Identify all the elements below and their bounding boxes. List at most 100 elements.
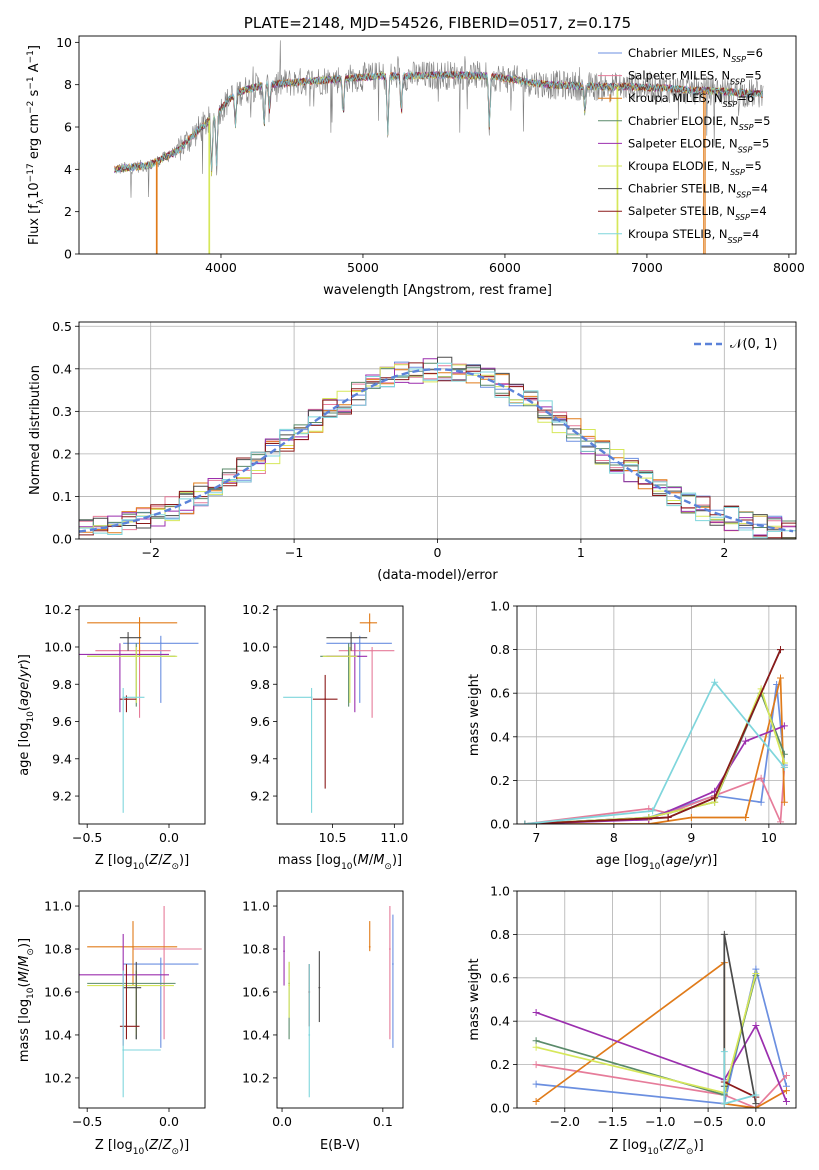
y-tick-label: 0.6 xyxy=(490,970,510,985)
masked-region xyxy=(155,161,158,254)
weight-marker-salpeter_miles xyxy=(782,1071,790,1079)
weight-line-kroupa_elodie xyxy=(535,973,757,1094)
x-tick-label: 2 xyxy=(720,545,728,560)
point-kroupa_miles xyxy=(368,945,371,948)
weight-marker-salpeter_stelib xyxy=(664,813,672,821)
point-kroupa_miles xyxy=(368,621,371,624)
y-tick-label: 0.4 xyxy=(490,1014,510,1029)
point-chabrier_stelib xyxy=(318,986,321,989)
weight-line-kroupa_miles xyxy=(535,960,787,1108)
spectrum-plot-area xyxy=(114,40,764,254)
point-salpeter_miles xyxy=(163,948,165,950)
weight-marker-salpeter_stelib xyxy=(777,646,784,654)
masked-region xyxy=(208,120,211,254)
weight-marker-chabrier_miles xyxy=(532,1080,540,1088)
y-tick-label: 9.4 xyxy=(250,751,270,766)
x-tick-label: −1.5 xyxy=(597,1114,627,1129)
x-tick-label: 11.0 xyxy=(380,830,408,845)
y-tick-label: 0.4 xyxy=(490,729,510,744)
point-chabrier_miles xyxy=(159,963,162,965)
legend-label: Kroupa STELIB, NSSP=4 xyxy=(628,227,759,245)
point-salpeter_elodie xyxy=(283,950,285,953)
age_vs_Z-axes: −0.5 0.0 9.2 9.4 9.6 9.8 10.0 10.2 Z [log10(Z/Z⊙… xyxy=(17,602,206,872)
axis-frame xyxy=(276,605,404,825)
weight-line-salpeter_miles xyxy=(535,1063,788,1108)
weight-marker-kroupa_miles xyxy=(532,1097,540,1105)
weight-marker-kroupa_stelib xyxy=(752,1091,760,1099)
weight-marker-salpeter_miles xyxy=(532,1061,540,1069)
x-tick-label: 0.1 xyxy=(373,1114,393,1129)
weight-marker-salpeter_elodie xyxy=(780,722,788,730)
residuals-axes: −2 −1 0 1 2 0.0 0.1 0.2 0.3 0.4 0.5 (data-model)/er… xyxy=(28,319,797,583)
y-tick-label: 1.0 xyxy=(490,599,510,614)
masked-region xyxy=(703,90,706,254)
x-tick-label: −1.0 xyxy=(645,1114,675,1129)
point-salpeter_elodie xyxy=(119,653,121,656)
y-tick-label: 10.4 xyxy=(44,1027,72,1042)
y-tick-label: 0.5 xyxy=(52,319,72,334)
x-axis-label: Z [log10(Z/Z⊙)] xyxy=(95,853,189,872)
weight-marker-kroupa_miles xyxy=(687,813,695,821)
x-tick-label: −0.5 xyxy=(72,1114,102,1129)
x-tick-label: 0 xyxy=(434,545,442,560)
weight-marker-chabrier_elodie xyxy=(532,1037,540,1045)
legend: 𝒩(0, 1) xyxy=(694,337,777,352)
point-kroupa_stelib xyxy=(122,696,125,699)
y-tick-label: 10 xyxy=(56,35,72,50)
mass_weight_vs_age-axes: 7 8 9 10 0.0 0.2 0.4 0.6 0.8 1.0 mass weight age [l… xyxy=(467,599,797,872)
histogram-kroupa_elodie xyxy=(79,364,796,539)
weight-line-salpeter_elodie xyxy=(535,1011,788,1102)
y-axis-label: Flux [fλ10−17 erg cm−2 s−1 A−1] xyxy=(26,45,46,245)
point-chabrier_stelib xyxy=(350,636,353,639)
weight-line-kroupa_elodie xyxy=(524,686,786,824)
y-tick-label: 10.0 xyxy=(44,639,72,654)
weight-line-salpeter_stelib xyxy=(723,1081,757,1098)
y-axis-label: Normed distribution xyxy=(28,365,43,495)
legend-label: Salpeter MILES, NSSP=5 xyxy=(628,69,762,87)
axis-frame xyxy=(516,605,797,825)
weight-marker-salpeter_elodie xyxy=(752,1022,760,1030)
y-tick-label: 0.4 xyxy=(52,361,72,376)
x-tick-label: −2 xyxy=(141,545,159,560)
x-axis-label: age [log10(age/yr)] xyxy=(596,853,718,872)
y-tick-label: 10.2 xyxy=(44,602,72,617)
mass_weight_vs_Z-plot-area xyxy=(517,891,796,1108)
y-tick-label: 9.2 xyxy=(52,789,72,804)
y-tick-label: 11.0 xyxy=(242,899,270,914)
point-salpeter_stelib xyxy=(125,698,128,701)
legend-label: Chabrier MILES, NSSP=6 xyxy=(628,46,763,64)
point-chabrier_stelib xyxy=(127,636,129,639)
x-axis-label: (data-model)/error xyxy=(377,568,498,583)
y-tick-label: 10.6 xyxy=(44,984,72,999)
y-tick-label: 10.2 xyxy=(242,602,270,617)
weight-marker-kroupa_elodie xyxy=(532,1043,540,1051)
mass_vs_ebv-plot-area xyxy=(283,906,394,1098)
point-kroupa_elodie xyxy=(135,655,138,658)
axis-frame xyxy=(516,890,797,1109)
y-tick-label: 0.8 xyxy=(490,642,510,657)
weight-marker-salpeter_miles xyxy=(777,818,784,824)
x-tick-label: −2.0 xyxy=(550,1114,580,1129)
axis-frame xyxy=(78,321,797,540)
x-tick-label: 9 xyxy=(687,830,695,845)
weight-line-kroupa_stelib xyxy=(524,680,786,824)
y-tick-label: 9.4 xyxy=(52,751,72,766)
point-salpeter_stelib xyxy=(125,1025,128,1028)
model-spectrum-kroupa_stelib xyxy=(114,71,764,173)
x-axis-label: E(B-V) xyxy=(320,1138,360,1153)
x-axis-label: Z [log10(Z/Z⊙)] xyxy=(609,1138,703,1157)
mass_vs_Z-axes: −0.5 0.0 10.2 10.4 10.6 10.8 11.0 Z [log10(Z/Z⊙… xyxy=(17,890,206,1157)
weight-marker-kroupa_stelib xyxy=(711,678,719,686)
weight-marker-kroupa_elodie xyxy=(752,969,760,977)
weight-line-chabrier_elodie xyxy=(524,690,786,824)
x-tick-label: 0.0 xyxy=(746,1114,766,1129)
legend: Chabrier MILES, NSSP=6 Salpeter MILES, NS… xyxy=(598,46,770,244)
point-kroupa_miles xyxy=(138,621,141,624)
mass_weight_vs_Z-axes: −2.0 −1.5 −1.0 −0.5 0.0 0.0 0.2 0.4 0.6 0.8 1.0 mas… xyxy=(467,884,797,1157)
y-tick-label: 6 xyxy=(64,120,72,135)
x-tick-label: 5000 xyxy=(347,260,379,275)
x-tick-label: 7000 xyxy=(631,260,663,275)
weight-marker-kroupa_miles xyxy=(780,798,788,806)
axis-frame xyxy=(276,890,404,1109)
